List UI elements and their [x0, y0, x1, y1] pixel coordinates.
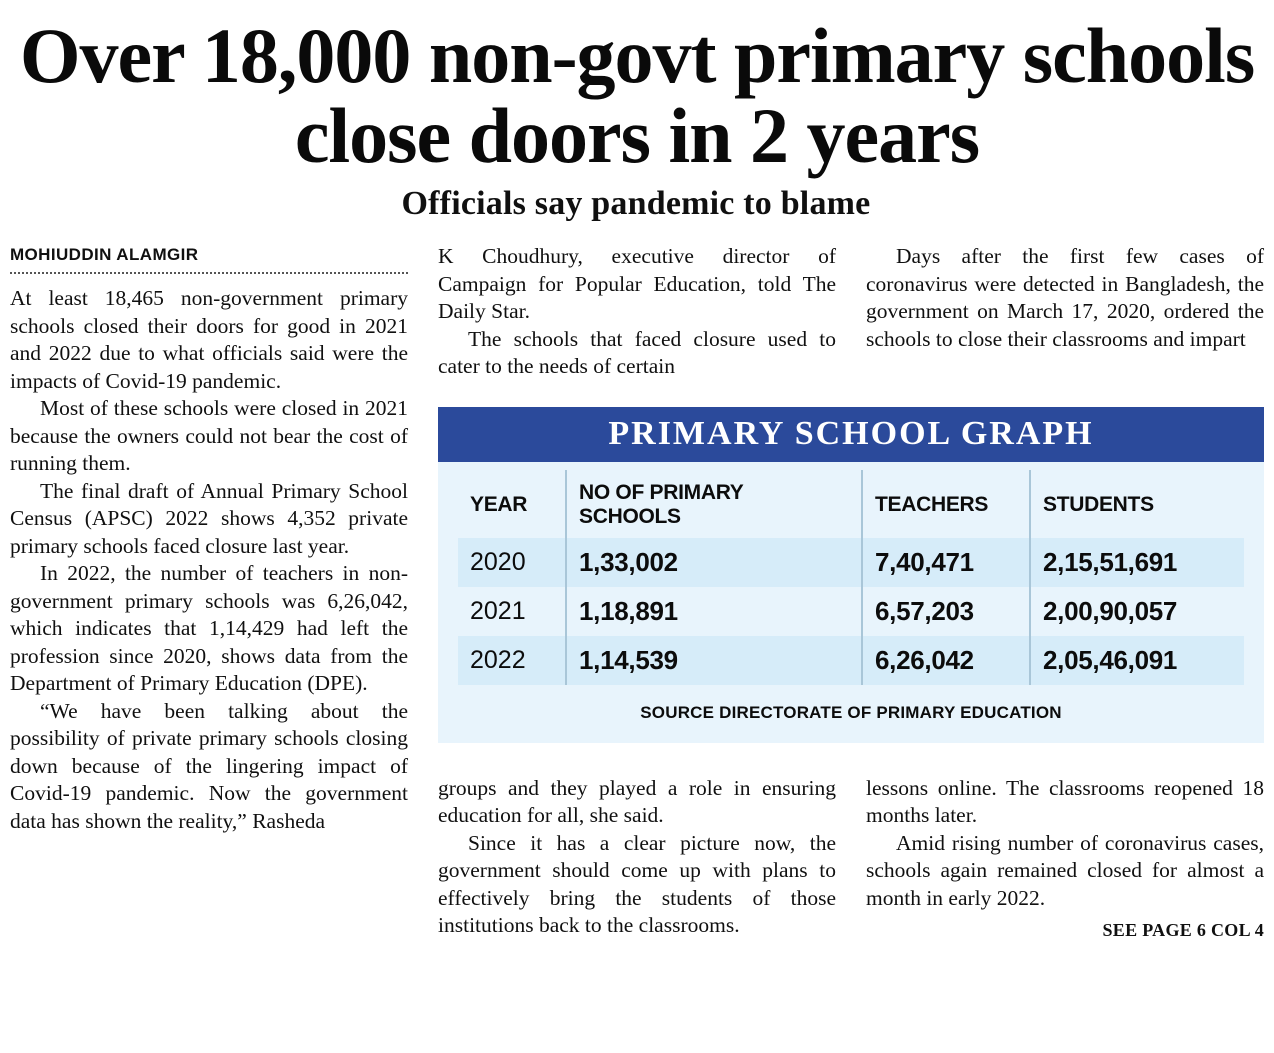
right-top-text: K Choudhury, executive director of Campa…: [438, 243, 1264, 381]
graph-title: PRIMARY SCHOOL GRAPH: [438, 406, 1264, 462]
cell-schools: 1,33,002: [565, 537, 862, 587]
column-right-top: Days after the first few cases of corona…: [866, 243, 1264, 381]
paragraph: Days after the first few cases of corona…: [866, 244, 1264, 351]
paragraph: Most of these schools were closed in 202…: [10, 396, 408, 476]
cell-schools: 1,14,539: [565, 635, 862, 685]
cell-year: 2022: [470, 645, 526, 674]
column-header-students: STUDENTS: [1029, 469, 1244, 538]
paragraph: K Choudhury, executive director of Campa…: [438, 244, 836, 324]
table-row: 2020 1,33,002 7,40,471 2,15,51,691: [458, 537, 1244, 587]
paragraph: Amid rising number of coronavirus cases,…: [866, 830, 1264, 910]
right-bottom-text: groups and they played a role in ensurin…: [438, 775, 1264, 942]
cell-schools: 1,18,891: [565, 586, 862, 636]
headline: Over 18,000 non-govt primary schools clo…: [19, 12, 1255, 179]
column-header-year: YEAR: [470, 492, 528, 516]
table-header-row: YEAR NO OF PRIMARY SCHOOLS TEACHERS STUD…: [458, 469, 1244, 538]
table-row: 2021 1,18,891 6,57,203 2,00,90,057: [458, 586, 1244, 636]
column-header-teachers: TEACHERS: [861, 469, 1030, 538]
cell-teachers: 6,57,203: [861, 586, 1030, 636]
cell-students: 2,00,90,057: [1029, 586, 1244, 636]
paragraph: At least 18,465 non-government primary s…: [10, 286, 408, 393]
subheadline: Officials say pandemic to blame: [401, 185, 871, 223]
column-right-bottom: lessons online. The classrooms reopened …: [866, 775, 1264, 942]
cell-teachers: 6,26,042: [861, 635, 1030, 685]
paragraph: In 2022, the number of teachers in non-g…: [10, 561, 408, 696]
table-row: 2022 1,14,539 6,26,042 2,05,46,091: [458, 635, 1244, 685]
primary-school-table: YEAR NO OF PRIMARY SCHOOLS TEACHERS STUD…: [458, 469, 1244, 685]
cell-students: 2,05,46,091: [1029, 635, 1244, 685]
paragraph: The final draft of Annual Primary School…: [10, 478, 408, 558]
column-left: MOHIUDDIN ALAMGIR At least 18,465 non-go…: [10, 243, 408, 941]
column-right-area: K Choudhury, executive director of Campa…: [438, 243, 1264, 941]
paragraph: “We have been talking about the possibil…: [10, 698, 408, 833]
cell-year: 2021: [470, 596, 526, 625]
cell-year: 2020: [470, 547, 526, 576]
paragraph: The schools that faced closure used to c…: [438, 326, 836, 379]
paragraph: lessons online. The classrooms reopened …: [866, 775, 1264, 828]
cell-teachers: 7,40,471: [861, 537, 1030, 587]
paragraph: groups and they played a role in ensurin…: [438, 775, 836, 828]
column-header-schools: NO OF PRIMARY SCHOOLS: [565, 469, 862, 538]
article-body: MOHIUDDIN ALAMGIR At least 18,465 non-go…: [10, 243, 1264, 941]
byline-divider: [10, 272, 408, 275]
primary-school-graph-panel: PRIMARY SCHOOL GRAPH YEAR NO OF PRIMARY …: [438, 406, 1264, 743]
column-middle-bottom: groups and they played a role in ensurin…: [438, 775, 836, 942]
continuation-note: SEE PAGE 6 COL 4: [1102, 920, 1264, 941]
paragraph: Since it has a clear picture now, the go…: [438, 830, 836, 938]
byline-author: MOHIUDDIN ALAMGIR: [10, 245, 199, 265]
cell-students: 2,15,51,691: [1029, 537, 1244, 587]
column-middle-top: K Choudhury, executive director of Campa…: [438, 243, 836, 381]
graph-source: SOURCE DIRECTORATE OF PRIMARY EDUCATION: [640, 702, 1062, 722]
